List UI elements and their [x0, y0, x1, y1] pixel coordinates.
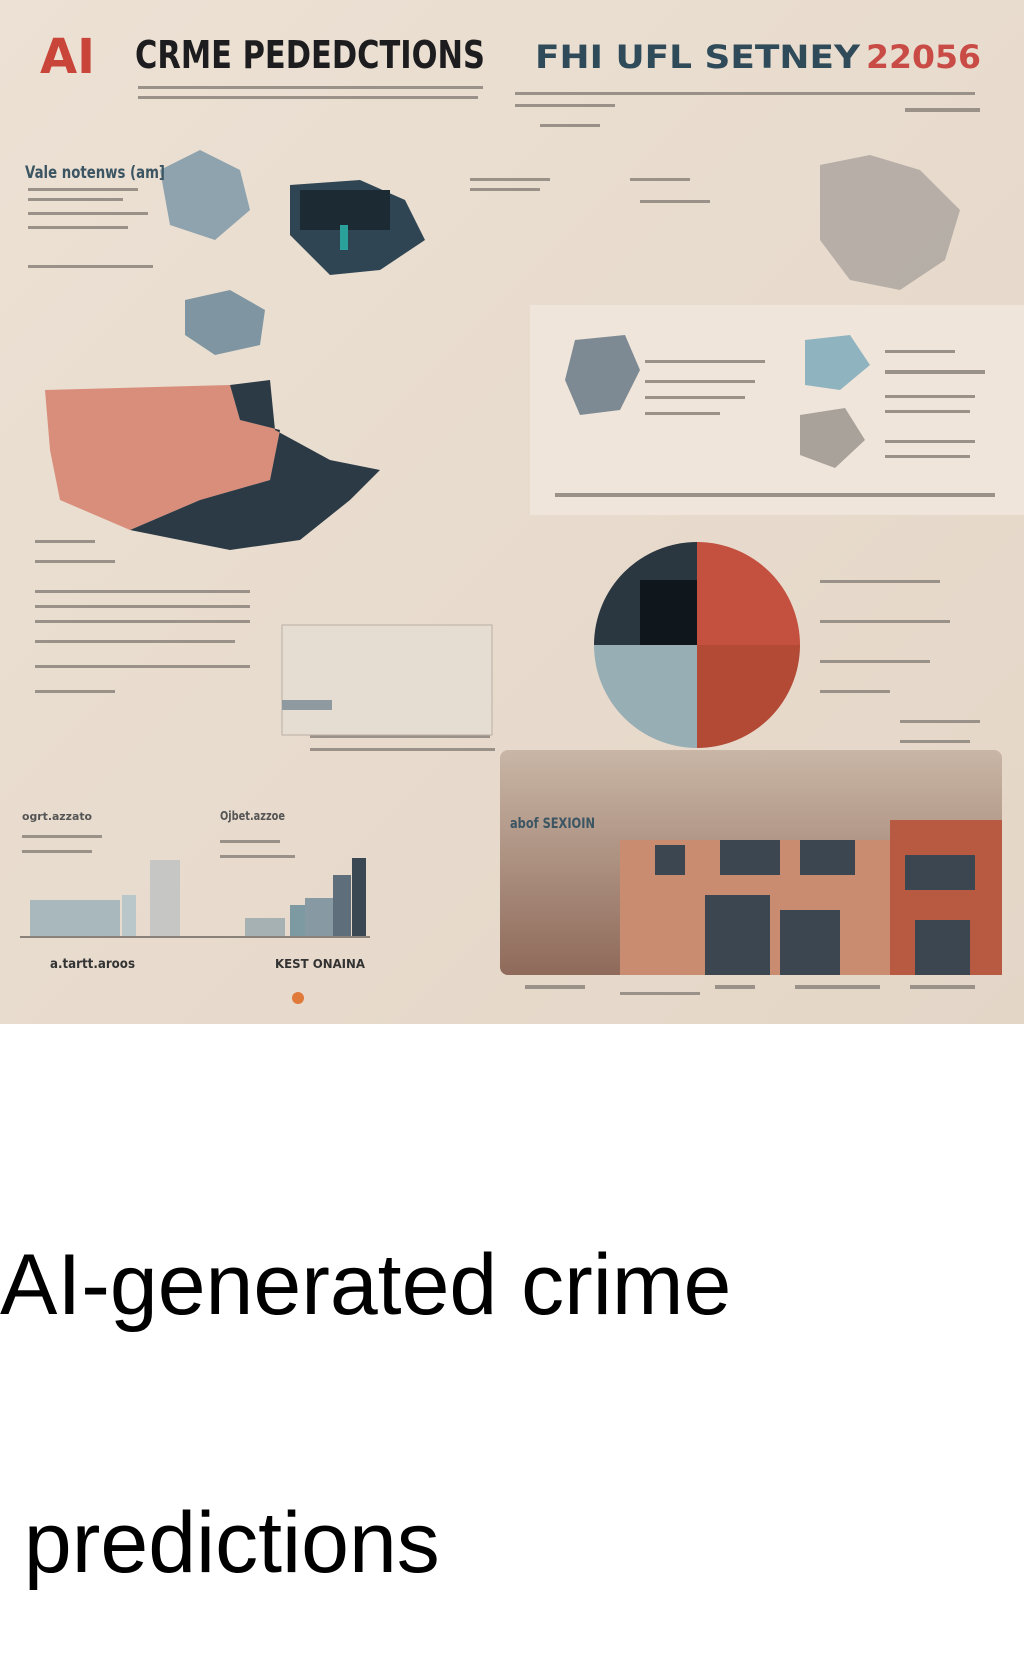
- map-region: [45, 385, 280, 530]
- subtitle-year: 22056: [866, 38, 981, 76]
- bars: [20, 858, 370, 938]
- label: KEST ONAINA: [275, 957, 366, 971]
- windows: [655, 840, 975, 975]
- map-shape: [800, 408, 865, 468]
- map-inset: [340, 225, 348, 250]
- caption: AI-generated crime predictions: [0, 1070, 1024, 1672]
- label: ogrt.azzato: [22, 810, 92, 823]
- map-shape: [185, 290, 265, 355]
- page: {"poster": {"logo": "AI", "title": "CRME…: [0, 0, 1024, 1586]
- caption-line: AI-generated crime: [0, 1237, 732, 1333]
- logo: AI: [40, 29, 95, 85]
- title: CRME PEDEDCTIONS: [135, 33, 485, 77]
- label: Vale notenws (am]: [25, 163, 165, 183]
- label: abof SEXIOIN: [510, 816, 595, 832]
- map-shape: [820, 155, 960, 290]
- map-inset: [300, 190, 390, 230]
- table-bar: [282, 700, 332, 710]
- subtitle: FHI UFL SETNEY: [535, 38, 861, 76]
- map-shape: [565, 335, 640, 415]
- label: a.tartt.aroos: [50, 957, 135, 972]
- map-region: [130, 380, 380, 550]
- map-shape: [160, 150, 250, 240]
- map-shape: [805, 335, 870, 390]
- marker: [292, 992, 304, 1004]
- pie: [594, 542, 800, 748]
- table: [281, 624, 493, 736]
- label: Ojbet.azzoe: [220, 809, 285, 823]
- caption-line: predictions: [0, 1495, 440, 1591]
- poster: AI CRME PEDEDCTIONS FHI UFL SETNEY 22056: [0, 0, 1024, 1024]
